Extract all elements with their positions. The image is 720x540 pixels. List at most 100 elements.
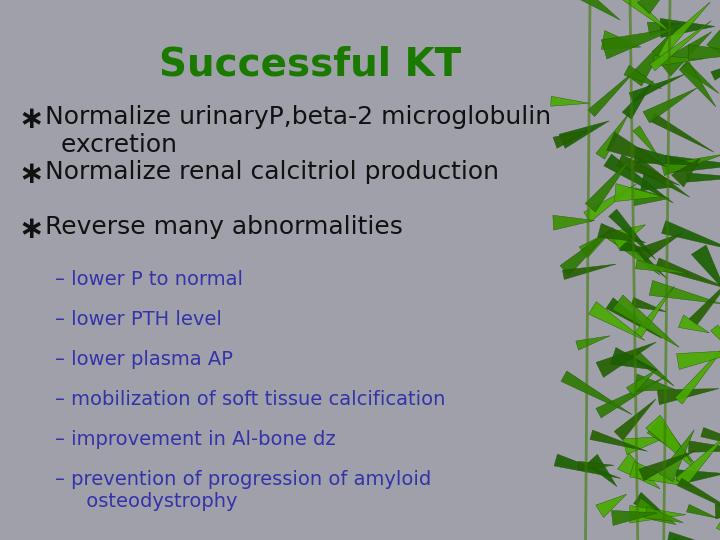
Polygon shape [576,336,610,350]
Polygon shape [662,154,720,176]
Polygon shape [614,399,656,440]
Polygon shape [611,348,657,370]
Text: – mobilization of soft tissue calcification: – mobilization of soft tissue calcificat… [55,390,446,409]
Text: ∗: ∗ [18,160,43,189]
Polygon shape [553,215,595,230]
Polygon shape [634,374,675,392]
Polygon shape [559,121,609,149]
Polygon shape [598,224,646,243]
Text: Normalize urinaryP,beta-2 microglobulin
  excretion: Normalize urinaryP,beta-2 microglobulin … [45,105,551,157]
Polygon shape [711,59,720,80]
Polygon shape [634,188,670,206]
Polygon shape [675,435,720,487]
Polygon shape [647,419,694,463]
Polygon shape [649,280,720,304]
Polygon shape [588,69,637,117]
Polygon shape [679,62,716,107]
Polygon shape [560,227,613,275]
Polygon shape [688,441,720,453]
Polygon shape [596,113,629,159]
Polygon shape [614,184,662,201]
Polygon shape [606,229,660,275]
Polygon shape [588,302,645,340]
Polygon shape [652,2,711,60]
Polygon shape [654,56,705,66]
Polygon shape [638,233,683,261]
Polygon shape [585,156,634,212]
Polygon shape [623,436,668,455]
Polygon shape [689,276,720,326]
Polygon shape [610,225,645,249]
Polygon shape [678,315,709,333]
Polygon shape [612,295,679,347]
Polygon shape [608,209,656,260]
Polygon shape [596,376,666,418]
Polygon shape [624,65,662,89]
Polygon shape [715,504,720,519]
Polygon shape [579,230,613,258]
Polygon shape [655,258,720,289]
Text: – lower P to normal: – lower P to normal [55,270,243,289]
Polygon shape [629,74,685,102]
Text: – prevention of progression of amyloid
     osteodystrophy: – prevention of progression of amyloid o… [55,470,431,511]
Text: ∗: ∗ [18,105,43,134]
Polygon shape [677,350,720,369]
Polygon shape [596,342,656,377]
Polygon shape [675,470,720,485]
Polygon shape [680,61,719,93]
Polygon shape [707,30,720,87]
Polygon shape [659,31,712,76]
Polygon shape [622,80,653,119]
Polygon shape [641,172,673,191]
Text: ∗: ∗ [18,215,43,244]
Polygon shape [604,154,673,203]
Polygon shape [636,260,690,274]
Polygon shape [701,428,720,453]
Polygon shape [678,478,720,516]
Polygon shape [563,0,620,20]
Polygon shape [613,0,673,35]
Polygon shape [595,494,626,517]
Polygon shape [561,371,632,415]
Polygon shape [562,264,616,280]
Polygon shape [650,113,714,152]
Polygon shape [618,454,660,489]
Polygon shape [630,462,692,487]
Polygon shape [671,158,700,187]
Polygon shape [686,173,720,182]
Polygon shape [601,31,641,49]
Polygon shape [630,349,674,386]
Polygon shape [611,510,657,525]
Polygon shape [635,286,675,337]
Polygon shape [675,342,720,404]
Polygon shape [633,498,676,524]
Polygon shape [634,492,670,520]
Polygon shape [639,450,696,481]
Polygon shape [660,18,715,38]
Polygon shape [691,245,720,292]
Polygon shape [606,298,662,339]
Text: Successful KT: Successful KT [159,45,461,83]
Polygon shape [665,156,720,173]
Polygon shape [590,430,647,451]
Polygon shape [601,28,679,59]
Polygon shape [578,461,614,470]
Polygon shape [688,45,720,60]
Polygon shape [647,22,680,36]
Polygon shape [554,454,621,478]
Polygon shape [584,184,636,222]
Polygon shape [657,389,719,404]
Polygon shape [633,126,660,159]
Polygon shape [643,88,697,123]
Text: Reverse many abnormalities: Reverse many abnormalities [45,215,403,239]
Polygon shape [620,241,657,252]
Polygon shape [687,504,718,518]
Polygon shape [662,538,693,540]
Polygon shape [587,454,617,487]
Text: – lower plasma AP: – lower plasma AP [55,350,233,369]
Polygon shape [662,221,720,250]
Text: – lower PTH level: – lower PTH level [55,310,222,329]
Polygon shape [716,518,720,540]
Polygon shape [649,21,711,71]
Polygon shape [634,147,699,165]
